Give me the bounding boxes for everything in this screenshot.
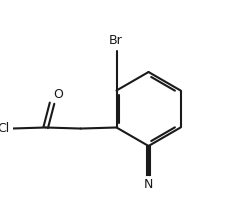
Text: O: O (54, 88, 63, 101)
Text: N: N (143, 178, 153, 191)
Text: Br: Br (108, 34, 122, 47)
Text: Cl: Cl (0, 122, 9, 135)
